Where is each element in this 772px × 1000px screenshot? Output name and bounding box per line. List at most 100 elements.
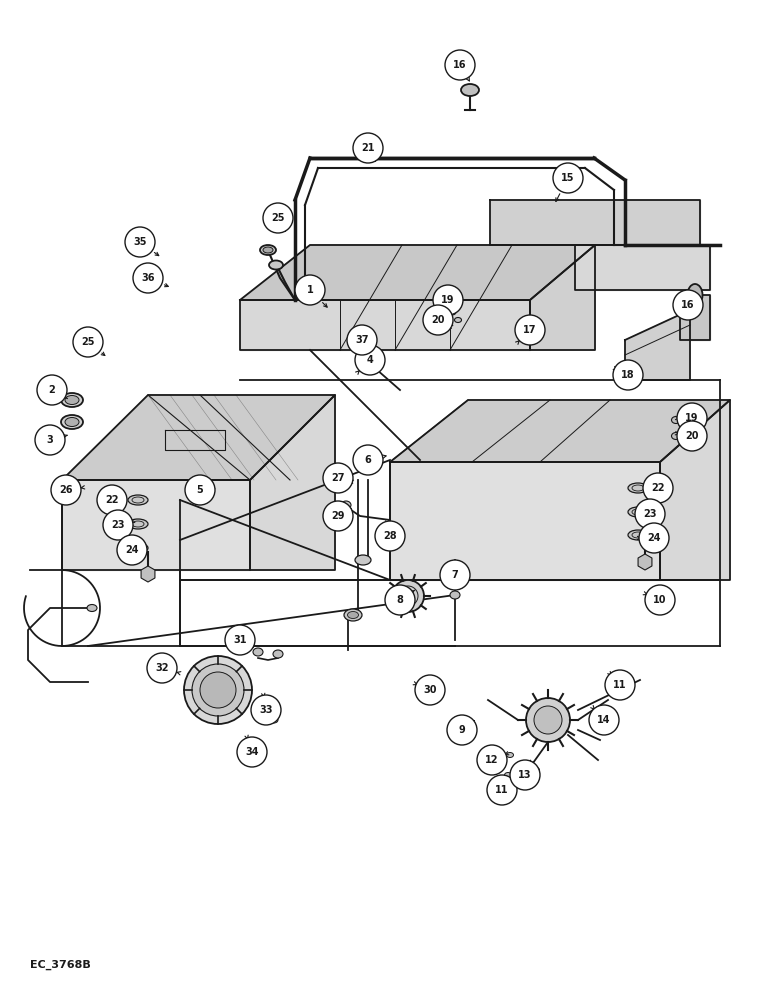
Text: 22: 22 (105, 495, 119, 505)
Circle shape (35, 425, 65, 455)
Circle shape (526, 698, 570, 742)
Circle shape (440, 560, 470, 590)
Ellipse shape (65, 418, 79, 426)
Text: 27: 27 (331, 473, 345, 483)
Polygon shape (530, 245, 595, 350)
Text: 21: 21 (361, 143, 374, 153)
Circle shape (510, 760, 540, 790)
Circle shape (353, 133, 383, 163)
Ellipse shape (461, 84, 479, 96)
Circle shape (605, 670, 635, 700)
Ellipse shape (65, 395, 79, 404)
Text: 11: 11 (613, 680, 627, 690)
Text: 19: 19 (686, 413, 699, 423)
Ellipse shape (506, 752, 513, 758)
Text: 2: 2 (49, 385, 56, 395)
Ellipse shape (128, 495, 148, 505)
Circle shape (125, 227, 155, 257)
Text: EC_3768B: EC_3768B (30, 960, 91, 970)
Ellipse shape (628, 507, 648, 517)
Ellipse shape (672, 432, 680, 440)
Ellipse shape (128, 519, 148, 529)
Ellipse shape (595, 714, 604, 722)
Polygon shape (680, 295, 710, 340)
Ellipse shape (273, 650, 283, 658)
Text: 13: 13 (518, 770, 532, 780)
Text: 15: 15 (561, 173, 574, 183)
Circle shape (613, 360, 643, 390)
Circle shape (355, 345, 385, 375)
Polygon shape (62, 395, 335, 480)
Circle shape (392, 580, 424, 612)
Text: 23: 23 (643, 509, 657, 519)
Text: 26: 26 (59, 485, 73, 495)
Text: 20: 20 (686, 431, 699, 441)
Text: 34: 34 (245, 747, 259, 757)
Ellipse shape (628, 530, 648, 540)
Text: 12: 12 (486, 755, 499, 765)
Circle shape (97, 485, 127, 515)
Ellipse shape (200, 672, 236, 708)
Circle shape (225, 625, 255, 655)
Text: 1: 1 (306, 285, 313, 295)
Circle shape (73, 327, 103, 357)
Circle shape (323, 463, 353, 493)
Ellipse shape (263, 247, 273, 253)
Text: 24: 24 (125, 545, 139, 555)
Text: 28: 28 (383, 531, 397, 541)
Polygon shape (490, 200, 700, 245)
Circle shape (643, 473, 673, 503)
Circle shape (677, 421, 707, 451)
Circle shape (423, 305, 453, 335)
Text: 24: 24 (647, 533, 661, 543)
Circle shape (645, 585, 675, 615)
Ellipse shape (533, 768, 540, 772)
Text: 5: 5 (197, 485, 203, 495)
Ellipse shape (87, 604, 97, 611)
Text: 18: 18 (621, 370, 635, 380)
Text: 10: 10 (653, 595, 667, 605)
Circle shape (487, 775, 517, 805)
Circle shape (515, 315, 545, 345)
Text: 17: 17 (523, 325, 537, 335)
Circle shape (447, 715, 477, 745)
Ellipse shape (184, 656, 252, 724)
Text: 31: 31 (233, 635, 247, 645)
Text: 35: 35 (134, 237, 147, 247)
Text: 7: 7 (452, 570, 459, 580)
Ellipse shape (192, 664, 244, 716)
Ellipse shape (246, 740, 253, 744)
Text: 3: 3 (46, 435, 53, 445)
Ellipse shape (260, 245, 276, 255)
Ellipse shape (128, 543, 148, 553)
Circle shape (251, 695, 281, 725)
Text: 20: 20 (432, 315, 445, 325)
Circle shape (353, 445, 383, 475)
Text: 25: 25 (271, 213, 285, 223)
Ellipse shape (450, 591, 460, 599)
Ellipse shape (455, 318, 462, 322)
Ellipse shape (269, 260, 283, 269)
Ellipse shape (448, 309, 456, 315)
Text: 29: 29 (331, 511, 345, 521)
Circle shape (375, 521, 405, 551)
Text: 25: 25 (81, 337, 95, 347)
Text: 32: 32 (155, 663, 169, 673)
Text: 6: 6 (364, 455, 371, 465)
Circle shape (185, 475, 215, 505)
Ellipse shape (688, 284, 703, 306)
Polygon shape (390, 462, 660, 580)
Ellipse shape (504, 772, 512, 778)
Text: 4: 4 (367, 355, 374, 365)
Circle shape (147, 653, 177, 683)
Polygon shape (240, 245, 595, 300)
Text: 37: 37 (355, 335, 369, 345)
Text: 33: 33 (259, 705, 273, 715)
Ellipse shape (61, 393, 83, 407)
Circle shape (347, 325, 377, 355)
Circle shape (51, 475, 81, 505)
Polygon shape (625, 310, 690, 380)
Ellipse shape (341, 501, 351, 509)
Ellipse shape (61, 415, 83, 429)
Ellipse shape (672, 416, 680, 424)
